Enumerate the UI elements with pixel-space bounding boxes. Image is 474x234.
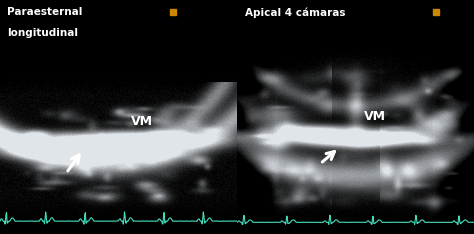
Text: VM: VM [131, 115, 153, 128]
Text: Apical 4 cámaras: Apical 4 cámaras [245, 7, 345, 18]
Text: Paraesternal: Paraesternal [7, 7, 82, 17]
Text: longitudinal: longitudinal [7, 28, 78, 38]
Text: VM: VM [364, 110, 386, 124]
